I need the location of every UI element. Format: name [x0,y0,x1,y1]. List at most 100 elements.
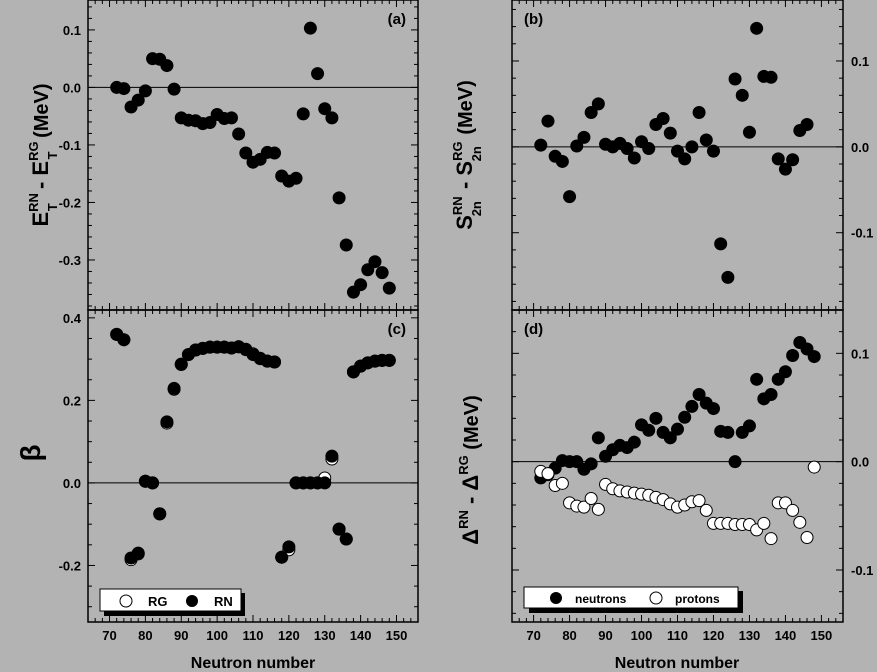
ylabel-a-mid: - E [28,161,53,195]
x-tick-label: 90 [174,628,188,643]
data-point [160,59,174,73]
data-point [563,190,577,204]
panel-label-c: (c) [388,321,406,338]
data-point [800,118,814,132]
x-tick-label: 120 [703,628,725,643]
data-point [793,515,807,529]
data-point [382,281,396,295]
legend-protons-label: protons [675,592,720,606]
data-point [146,476,160,490]
data-point [620,142,634,156]
y-tick-label: 0.2 [63,393,81,408]
data-point [800,531,814,544]
data-point [656,112,670,126]
x-tick-label: 90 [598,628,612,643]
data-point [375,266,389,280]
data-point [685,399,699,413]
data-point [591,97,605,111]
data-point [706,144,720,158]
data-point [642,423,656,437]
data-point [577,500,591,514]
data-point [153,507,167,521]
ylabel-b-sub2: 2n [469,146,484,161]
data-point [692,494,706,508]
y-tick-label: -0.1 [851,226,873,241]
data-point [584,492,598,505]
data-point [117,82,131,96]
data-point [555,154,569,168]
data-point [339,532,353,546]
data-point [318,476,332,490]
data-point [778,162,792,176]
data-point [339,238,353,252]
ylabel-d-main: Δ [458,529,483,545]
data-point [742,419,756,433]
data-point [627,435,641,449]
y-tick-label: -0.2 [59,558,81,573]
data-point [678,152,692,166]
data-point [771,152,785,166]
ylabel-b-sub1: 2n [469,201,484,216]
data-point [692,388,706,401]
legend-rg-label: RG [148,594,168,609]
y-tick-label: 0.0 [851,140,869,155]
ylabel-b-unit: (MeV) [455,80,477,140]
ylabel-a-unit: (MeV) [31,83,53,143]
legend-neutrons-label: neutrons [575,592,627,606]
series-protons [534,460,821,546]
x-tick-label: 140 [775,628,797,643]
x-tick-label: 70 [102,628,116,643]
ylabel-a-sub1: T [45,203,60,211]
data-point [663,431,677,445]
y-tick-label: 0.0 [63,80,81,95]
data-point [757,516,771,530]
data-point [131,93,145,107]
ylabel-a: ERN T - ERG T (MeV) [26,83,60,226]
data-point [117,333,131,347]
data-point [692,105,706,119]
x-tick-label: 120 [278,628,300,643]
y-tick-label: 0.1 [63,23,81,38]
data-point [706,402,720,416]
data-point [764,532,778,546]
data-point [167,381,181,395]
legend-rn-marker [186,595,198,607]
data-point [728,455,742,469]
data-point [311,67,325,81]
data-point [368,255,382,269]
legend-rg-marker [119,594,133,608]
ylabel-a-sup2: RG [26,141,41,161]
data-point [786,153,800,167]
ylabel-d-unit: (MeV) [461,395,483,455]
ylabel-d-sup1: RN [456,510,471,529]
ylabel-a-sub2: T [45,151,60,159]
data-point [303,21,317,35]
data-point [318,102,332,116]
data-point [750,21,764,35]
data-point [750,372,764,386]
y-tick-label: 0.4 [63,311,82,326]
ylabel-d-sup2: RG [456,455,471,475]
data-point [584,457,598,471]
data-point [239,146,253,160]
xlabel-right: Neutron number [615,655,739,672]
x-tick-label: 150 [811,628,833,643]
y-tick-label: 0.1 [851,54,869,69]
series-points-a [110,21,396,299]
series-neutrons [534,336,821,485]
data-point [714,237,728,251]
xlabel-left: Neutron number [191,655,315,672]
data-point [131,546,145,560]
data-point [296,107,310,121]
y-tick-label: -0.2 [59,195,81,210]
data-point [807,460,821,474]
data-point [332,522,346,536]
data-point [555,476,569,490]
y-tick-label: 0.1 [851,346,869,361]
data-point [577,130,591,144]
panel-d: 0.1 0.0 -0.1 70 80 90 100 110 120 130 140 150 (d) [511,309,873,643]
panel-label-b: (b) [524,11,543,28]
data-point [627,151,641,165]
data-point [541,467,555,481]
